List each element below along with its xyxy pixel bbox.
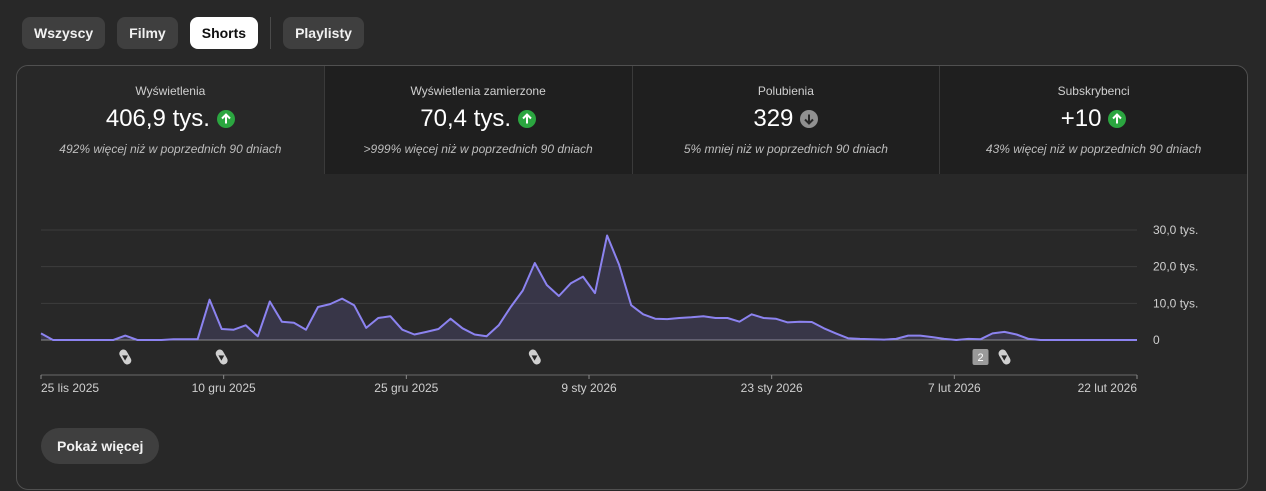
x-tick-label: 10 gru 2025 xyxy=(192,381,256,395)
shorts-icon-play xyxy=(531,355,538,361)
metric-tab-subscribers[interactable]: Subskrybenci +10 43% więcej niż w poprze… xyxy=(940,66,1247,174)
metric-comparison: >999% więcej niż w poprzednich 90 dniach xyxy=(363,142,593,156)
metric-comparison: 43% więcej niż w poprzednich 90 dniach xyxy=(985,142,1202,156)
x-tick-label: 25 gru 2025 xyxy=(374,381,438,395)
metric-comparison: 492% więcej niż w poprzednich 90 dniach xyxy=(59,142,282,156)
filter-chip-videos[interactable]: Filmy xyxy=(117,17,178,49)
shorts-icon-play xyxy=(122,355,128,361)
metric-value: +10 xyxy=(1060,105,1102,132)
arrow-up-icon xyxy=(517,110,536,128)
x-tick-label: 22 lut 2026 xyxy=(1078,381,1138,395)
shorts-icon[interactable] xyxy=(527,348,542,366)
metric-tabs: Wyświetlenia 406,9 tys. 492% więcej niż … xyxy=(17,66,1247,174)
shorts-icon[interactable] xyxy=(214,348,229,366)
filter-chip-shorts[interactable]: Shorts xyxy=(189,17,259,49)
filter-chip-all[interactable]: Wszyscy xyxy=(22,17,106,49)
metric-tab-likes[interactable]: Polubienia 329 5% mniej niż w poprzednic… xyxy=(632,66,941,174)
metric-tab-engaged-views[interactable]: Wyświetlenia zamierzone 70,4 tys. >999% … xyxy=(324,66,633,174)
metric-label: Polubienia xyxy=(757,84,814,98)
marker-count-label: 2 xyxy=(977,352,983,364)
metric-comparison: 5% mniej niż w poprzednich 90 dniach xyxy=(683,142,888,156)
metric-label: Wyświetlenia xyxy=(135,84,206,98)
y-tick-label: 10,0 tys. xyxy=(1153,296,1198,310)
shorts-icon-play xyxy=(1001,355,1008,361)
y-tick-label: 30,0 tys. xyxy=(1153,223,1198,237)
metric-label: Wyświetlenia zamierzone xyxy=(410,84,546,98)
shorts-icon-play xyxy=(218,355,225,361)
x-tick-label: 23 sty 2026 xyxy=(741,381,803,395)
shorts-icon[interactable] xyxy=(997,348,1012,366)
show-more-button[interactable]: Pokaż więcej xyxy=(41,428,160,464)
arrow-down-icon xyxy=(800,110,819,128)
metric-value: 70,4 tys. xyxy=(420,105,511,132)
views-line-chart[interactable]: 30,0 tys. 20,0 tys. 10,0 tys. 0 25 lis 2025 1… xyxy=(17,174,1247,424)
metric-label: Subskrybenci xyxy=(1057,84,1130,98)
arrow-up-icon xyxy=(216,110,235,128)
analytics-card: Wyświetlenia 406,9 tys. 492% więcej niż … xyxy=(16,65,1248,490)
metric-value: 329 xyxy=(753,105,794,132)
marker-count-badge xyxy=(972,349,989,365)
filter-chip-playlists[interactable]: Playlisty xyxy=(283,17,364,49)
x-tick-label: 9 sty 2026 xyxy=(561,381,617,395)
metric-tab-views[interactable]: Wyświetlenia 406,9 tys. 492% więcej niż … xyxy=(17,66,325,174)
metric-value: 406,9 tys. xyxy=(105,105,210,132)
y-tick-label: 20,0 tys. xyxy=(1153,260,1198,274)
series-area xyxy=(41,235,1137,340)
filter-divider xyxy=(270,17,272,49)
y-tick-label: 0 xyxy=(1153,333,1160,347)
x-tick-label: 25 lis 2025 xyxy=(41,381,99,395)
x-tick-label: 7 lut 2026 xyxy=(928,381,981,395)
content-type-filters: Wszyscy Filmy Shorts Playlisty xyxy=(22,17,376,49)
shorts-icon[interactable] xyxy=(118,348,133,366)
series-line xyxy=(40,234,1137,341)
arrow-up-icon xyxy=(1108,110,1127,128)
